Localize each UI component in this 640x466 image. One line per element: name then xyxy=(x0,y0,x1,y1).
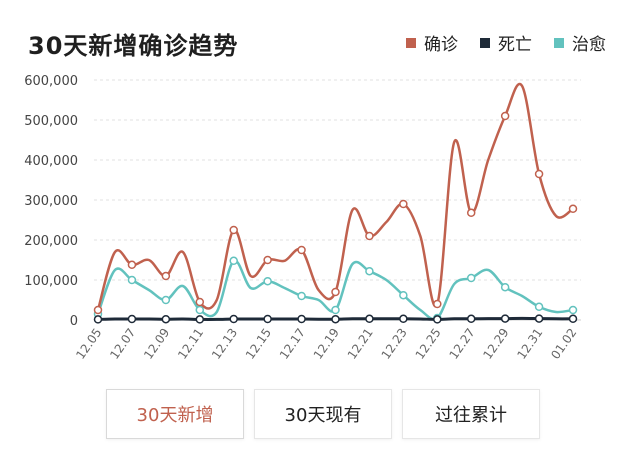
chart-legend: 确诊 死亡 治愈 xyxy=(406,30,606,55)
x-tick-label: 12.07 xyxy=(107,326,138,362)
data-point-deaths xyxy=(500,314,510,323)
data-point-deaths xyxy=(399,314,408,324)
data-point-recovered xyxy=(297,291,306,301)
data-point-recovered xyxy=(331,305,340,315)
x-tick-label: 12.19 xyxy=(311,326,342,362)
legend-swatch-recovered xyxy=(554,37,564,48)
tab-30-day-new[interactable]: 30天新增 xyxy=(106,389,244,439)
data-point-recovered xyxy=(399,290,408,300)
data-point-deaths xyxy=(263,314,272,324)
page-title: 30天新增确诊趋势 xyxy=(28,32,239,60)
legend-label-confirmed: 确诊 xyxy=(424,35,458,55)
data-point-confirmed xyxy=(195,297,205,307)
data-point-deaths xyxy=(365,314,374,324)
tab-bar: 30天新增 30天现有 过往累计 xyxy=(106,389,540,439)
data-point-confirmed xyxy=(534,169,544,179)
data-point-recovered xyxy=(466,273,476,283)
data-point-recovered xyxy=(263,276,272,286)
data-point-recovered xyxy=(161,295,171,305)
x-tick-label: 01.02 xyxy=(548,326,579,362)
data-point-confirmed xyxy=(127,260,137,270)
data-point-deaths xyxy=(433,315,442,324)
x-tick-label: 12.17 xyxy=(277,326,308,362)
data-point-recovered xyxy=(229,256,238,266)
data-point-deaths xyxy=(331,314,340,324)
x-tick-label: 12.27 xyxy=(446,326,477,362)
data-point-confirmed xyxy=(93,305,103,315)
tab-cumulative[interactable]: 过往累计 xyxy=(402,389,540,439)
data-point-confirmed xyxy=(263,255,272,265)
x-tick-label: 12.05 xyxy=(73,326,104,362)
x-tick-label: 12.23 xyxy=(379,326,410,362)
trend-line-chart: 0 100,000 200,000 300,000 400,000 500,000 600,… xyxy=(24,74,581,362)
y-tick-label: 0 xyxy=(70,314,78,329)
legend-item-confirmed[interactable]: 确诊 xyxy=(406,30,458,55)
data-point-confirmed xyxy=(365,231,374,241)
data-point-confirmed xyxy=(331,287,340,297)
data-point-recovered xyxy=(500,282,510,292)
legend-label-deaths: 死亡 xyxy=(498,35,532,55)
data-point-deaths xyxy=(93,315,103,324)
data-point-confirmed xyxy=(433,299,442,309)
y-tick-label: 600,000 xyxy=(24,74,78,89)
data-point-confirmed xyxy=(568,204,578,214)
data-point-confirmed xyxy=(297,245,306,255)
x-tick-label: 12.31 xyxy=(514,326,545,362)
legend-label-recovered: 治愈 xyxy=(572,35,606,55)
data-point-confirmed xyxy=(161,271,171,281)
data-point-deaths xyxy=(127,314,137,324)
y-tick-label: 200,000 xyxy=(24,234,78,249)
data-point-deaths xyxy=(568,314,578,324)
y-tick-label: 500,000 xyxy=(24,114,78,129)
data-point-recovered xyxy=(127,275,137,285)
legend-item-recovered[interactable]: 治愈 xyxy=(554,30,606,55)
legend-item-deaths[interactable]: 死亡 xyxy=(480,30,532,55)
data-point-recovered xyxy=(365,266,374,276)
data-point-recovered xyxy=(534,302,544,312)
data-point-confirmed xyxy=(399,199,408,209)
tab-30-day-current[interactable]: 30天现有 xyxy=(254,389,392,439)
x-tick-label: 12.09 xyxy=(141,326,172,362)
x-tick-label: 12.11 xyxy=(175,326,206,362)
data-point-confirmed xyxy=(229,225,238,235)
x-tick-label: 12.13 xyxy=(209,326,240,362)
data-point-deaths xyxy=(229,314,238,324)
data-point-recovered xyxy=(568,305,578,315)
x-tick-label: 12.21 xyxy=(345,326,376,362)
data-point-deaths xyxy=(466,314,476,324)
data-point-recovered xyxy=(195,305,205,315)
y-tick-label: 400,000 xyxy=(24,154,78,169)
data-point-confirmed xyxy=(466,208,476,218)
legend-swatch-confirmed xyxy=(406,37,416,48)
data-point-deaths xyxy=(161,314,171,324)
x-tick-label: 12.15 xyxy=(243,326,274,362)
legend-swatch-deaths xyxy=(480,37,490,48)
data-point-deaths xyxy=(534,314,544,323)
data-point-deaths xyxy=(195,315,205,324)
series-line-confirmed xyxy=(96,82,574,311)
data-point-deaths xyxy=(297,314,306,324)
data-point-confirmed xyxy=(500,111,510,121)
x-tick-label: 12.29 xyxy=(480,326,511,362)
y-tick-label: 100,000 xyxy=(24,274,78,289)
x-tick-label: 12.25 xyxy=(413,326,444,362)
y-tick-label: 300,000 xyxy=(24,194,78,209)
